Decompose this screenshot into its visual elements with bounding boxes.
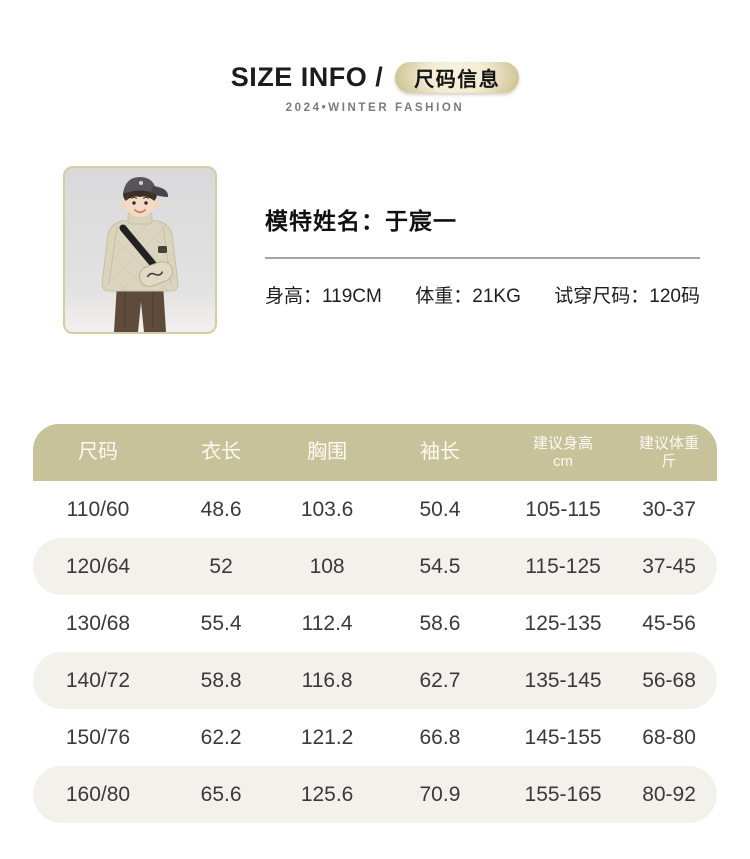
table-cell-size: 120/64 [65,554,131,578]
table-cell-size: 130/68 [65,611,131,635]
table-cell-suggested-weight: 30-37 [642,497,696,521]
stat-height: 身高：119CM [265,286,382,307]
table-cell-size: 140/72 [65,668,131,692]
model-name-line: 模特姓名：于宸一 [265,202,700,236]
col-header-size: 尺码 [77,441,118,463]
table-cell-garment-length: 55.4 [200,611,242,635]
table-cell-chest: 116.8 [301,668,353,692]
table-row: 150/76 62.2 121.2 66.8 145-155 68-80 [33,709,717,766]
table-cell-size: 150/76 [65,725,131,749]
table-cell-garment-length: 58.8 [200,668,242,692]
table-row: 140/72 58.8 116.8 62.7 135-145 56-68 [33,652,717,709]
stat-fitting-size: 试穿尺码：120码 [554,286,700,307]
table-cell-suggested-weight: 37-45 [642,554,696,578]
table-cell-chest: 112.4 [301,611,353,635]
model-stats-row: 身高：119CM 体重：21KG 试穿尺码：120码 [265,281,700,308]
page-header: SIZE INFO / 尺码信息 2024•WINTER FASHION [0,0,750,114]
table-cell-suggested-weight: 56-68 [642,668,696,692]
table-cell-garment-length: 48.6 [200,497,242,521]
table-row: 110/60 48.6 103.6 50.4 105-115 30-37 [33,481,717,538]
model-name-label: 模特姓名： [265,208,385,234]
size-info-badge: 尺码信息 [395,62,520,93]
table-cell-chest: 108 [309,554,345,578]
model-photo [63,166,217,334]
table-cell-suggested-weight: 45-56 [642,611,696,635]
table-cell-sleeve: 54.5 [419,554,461,578]
size-table: 尺码 衣长 胸围 袖长 建议身高 cm 建议体重斤 110/60 48.6 103… [33,424,717,823]
col-header-garment-length: 衣长 [201,441,242,463]
table-cell-chest: 103.6 [300,497,354,521]
table-cell-sleeve: 70.9 [419,782,461,806]
col-header-suggested-weight: 建议体重斤 [639,435,700,470]
table-cell-sleeve: 66.8 [419,725,461,749]
size-table-body: 110/60 48.6 103.6 50.4 105-115 30-37 120… [33,481,717,823]
table-cell-size: 160/80 [65,782,131,806]
table-cell-suggested-height: 115-125 [525,554,601,578]
table-cell-suggested-height: 105-115 [525,497,601,521]
table-cell-garment-length: 52 [209,554,233,578]
table-row: 130/68 55.4 112.4 58.6 125-135 45-56 [33,595,717,652]
table-cell-suggested-height: 155-165 [524,782,602,806]
model-name: 于宸一 [385,208,457,234]
table-cell-suggested-weight: 80-92 [642,782,696,806]
table-cell-sleeve: 50.4 [419,497,461,521]
divider-line [265,257,700,259]
table-cell-suggested-height: 145-155 [524,725,602,749]
size-table-header: 尺码 衣长 胸围 袖长 建议身高 cm 建议体重斤 [33,424,717,481]
table-row: 160/80 65.6 125.6 70.9 155-165 80-92 [33,766,717,823]
table-cell-chest: 125.6 [300,782,354,806]
col-header-chest: 胸围 [307,441,348,463]
page-title: SIZE INFO / [230,62,384,92]
table-row: 120/64 52 108 54.5 115-125 37-45 [33,538,717,595]
model-photo-illustration [65,168,215,332]
model-section: 模特姓名：于宸一 身高：119CM 体重：21KG 试穿尺码：120码 [0,166,750,334]
table-cell-sleeve: 58.6 [419,611,461,635]
stat-weight: 体重：21KG [415,286,521,307]
col-header-suggested-height: 建议身高 cm [533,435,594,470]
col-header-sleeve: 袖长 [419,441,460,463]
model-info: 模特姓名：于宸一 身高：119CM 体重：21KG 试穿尺码：120码 [265,166,700,334]
table-cell-chest: 121.2 [300,725,354,749]
table-cell-garment-length: 62.2 [200,725,242,749]
table-cell-suggested-height: 135-145 [524,668,602,692]
title-row: SIZE INFO / 尺码信息 [231,62,520,93]
table-cell-suggested-weight: 68-80 [642,725,696,749]
table-cell-suggested-height: 125-135 [524,611,602,635]
table-cell-garment-length: 65.6 [200,782,242,806]
table-cell-sleeve: 62.7 [419,668,461,692]
page-subtitle: 2024•WINTER FASHION [285,102,465,114]
table-cell-size: 110/60 [66,497,130,521]
